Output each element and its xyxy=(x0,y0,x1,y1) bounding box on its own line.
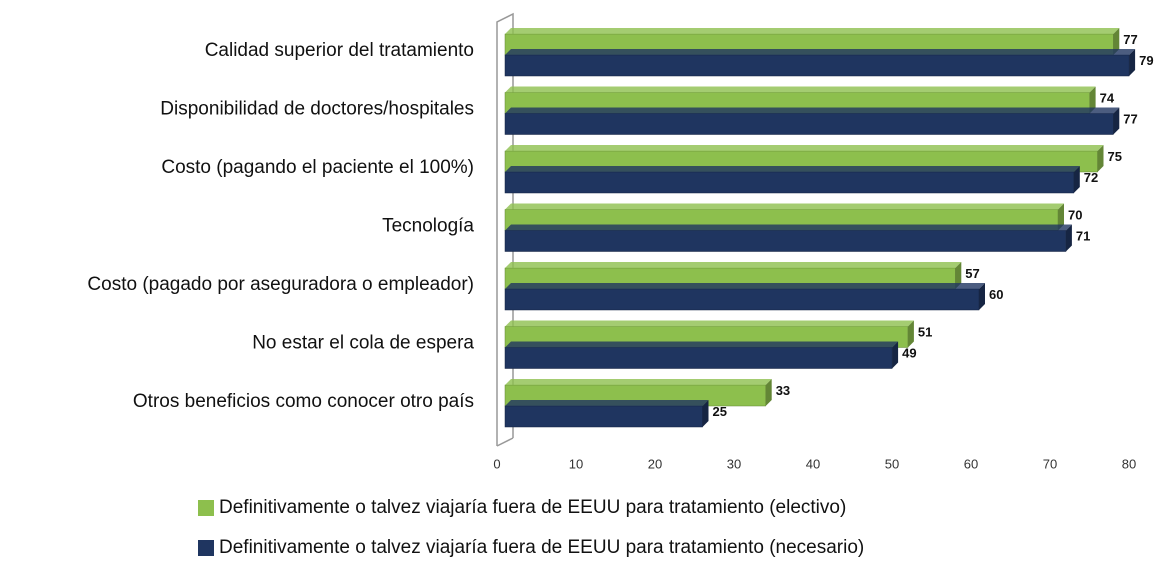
value-label: 74 xyxy=(1100,90,1115,105)
x-tick-label: 50 xyxy=(885,456,899,471)
category-label: Disponibilidad de doctores/hospitales xyxy=(160,99,474,120)
category-label: Calidad superior del tratamiento xyxy=(205,40,474,61)
bar-side xyxy=(702,400,709,427)
bar-top xyxy=(505,320,914,327)
bar-top xyxy=(505,262,962,268)
value-label: 70 xyxy=(1068,207,1082,222)
bar-top xyxy=(505,49,1136,55)
x-tick-label: 40 xyxy=(806,456,820,471)
bar-top xyxy=(505,341,899,348)
bar-side xyxy=(1065,224,1072,252)
value-label: 49 xyxy=(902,345,916,360)
bar-side xyxy=(1097,145,1104,172)
value-label: 77 xyxy=(1123,111,1137,126)
axis-floor xyxy=(496,437,514,447)
x-tick-label: 20 xyxy=(648,456,662,471)
bar-side xyxy=(1113,107,1120,135)
bar-top xyxy=(505,86,1096,93)
legend-swatch xyxy=(198,540,214,556)
bar-side xyxy=(892,341,899,369)
bar-top xyxy=(505,283,985,289)
bar xyxy=(504,113,1114,135)
bar-side xyxy=(1113,28,1120,55)
x-tick-label: 0 xyxy=(493,456,500,471)
value-label: 33 xyxy=(776,383,790,398)
bar-side xyxy=(1089,86,1096,114)
legend-swatch xyxy=(198,500,214,516)
category-label: Costo (pagando el paciente el 100%) xyxy=(161,157,474,178)
x-tick-label: 60 xyxy=(964,456,978,471)
bar xyxy=(504,288,980,311)
bar-top xyxy=(505,224,1072,231)
x-tick-label: 10 xyxy=(569,456,583,471)
value-label: 75 xyxy=(1108,149,1122,164)
bar-top xyxy=(505,145,1104,151)
legend-label: Definitivamente o talvez viajaría fuera … xyxy=(219,537,864,558)
category-label: Tecnología xyxy=(382,216,474,237)
bar xyxy=(504,54,1130,77)
bar-top xyxy=(505,203,1064,210)
value-label: 51 xyxy=(918,324,932,339)
bar xyxy=(504,405,703,428)
value-label: 25 xyxy=(713,404,727,419)
value-label: 72 xyxy=(1084,170,1098,185)
bar-top xyxy=(505,107,1120,114)
bar-side xyxy=(979,283,985,310)
bar-side xyxy=(907,320,914,348)
value-label: 57 xyxy=(965,266,979,281)
category-label: No estar el cola de espera xyxy=(252,333,474,354)
category-label: Otros beneficios como conocer otro país xyxy=(133,391,474,412)
x-tick-label: 70 xyxy=(1043,456,1057,471)
bar-side xyxy=(765,379,772,406)
x-tick-label: 30 xyxy=(727,456,741,471)
value-label: 60 xyxy=(989,287,1003,302)
x-tick-label: 80 xyxy=(1122,456,1136,471)
value-label: 79 xyxy=(1139,53,1153,68)
bar-top xyxy=(505,166,1080,172)
bar-side xyxy=(1129,49,1136,76)
legend-label: Definitivamente o talvez viajaría fuera … xyxy=(219,497,846,518)
value-label: 77 xyxy=(1123,32,1137,47)
bar-top xyxy=(505,400,709,406)
bar-side xyxy=(955,262,962,289)
bar xyxy=(504,347,893,369)
bar-side xyxy=(1073,166,1080,193)
bar-top xyxy=(505,28,1120,34)
bar-side xyxy=(1058,203,1064,231)
value-label: 71 xyxy=(1076,228,1090,243)
bar xyxy=(504,171,1075,194)
category-label: Costo (pagado por aseguradora o empleado… xyxy=(87,274,474,295)
bar-top xyxy=(505,379,772,385)
bar xyxy=(504,230,1067,252)
